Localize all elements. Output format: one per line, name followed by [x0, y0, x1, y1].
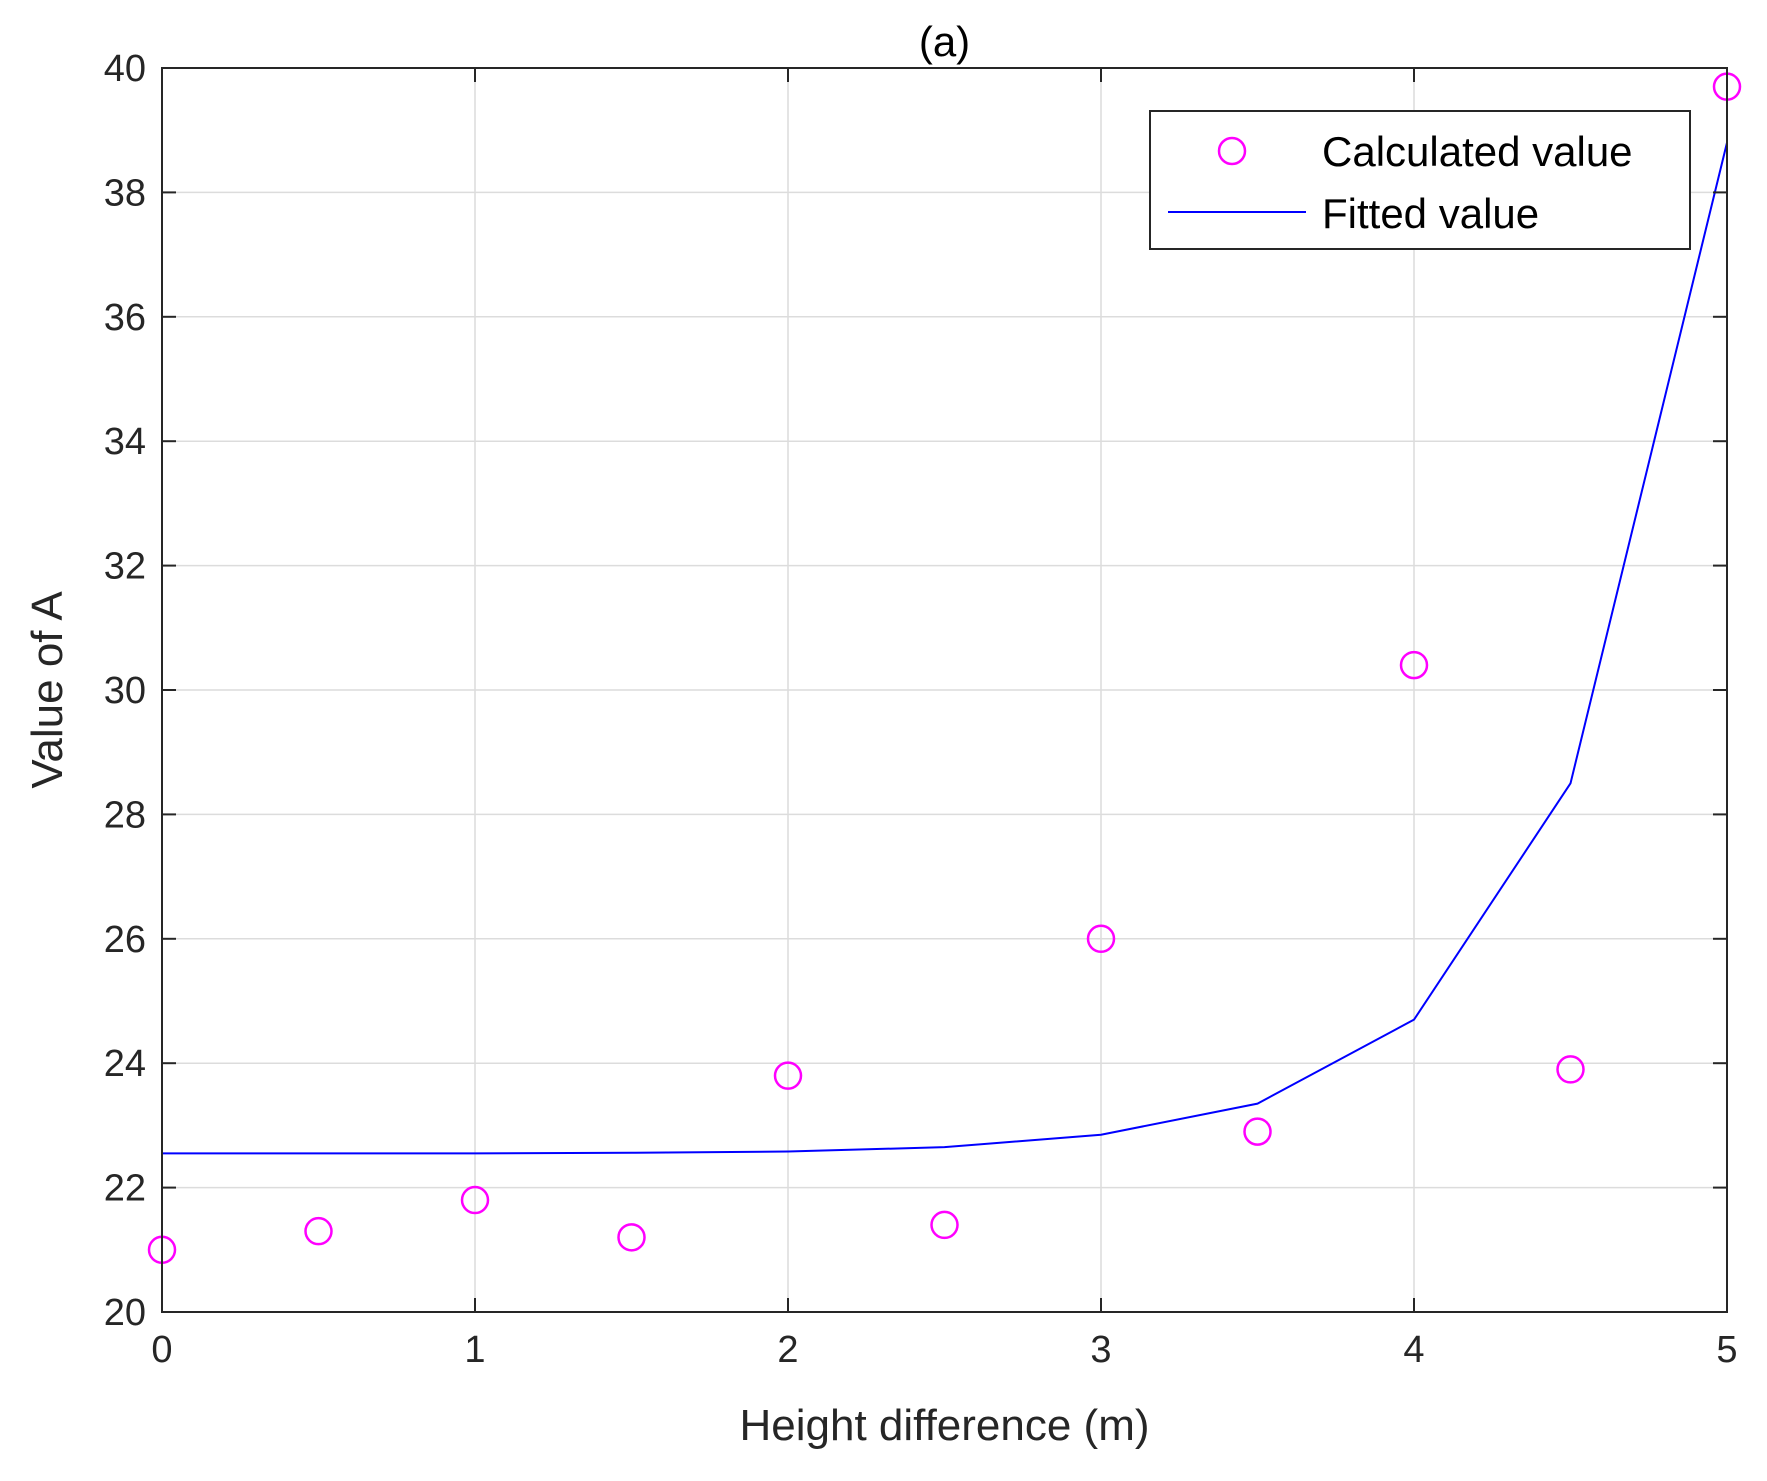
- data-point: [460, 1185, 490, 1215]
- legend-marker-calculated: [1217, 136, 1247, 166]
- calculated-series: [147, 72, 1742, 1265]
- x-tick-label: 2: [777, 1329, 798, 1371]
- y-tick-label: 30: [104, 670, 146, 712]
- y-tick-label: 34: [104, 421, 146, 463]
- data-point: [304, 1216, 333, 1246]
- x-tick-label: 5: [1716, 1329, 1737, 1371]
- y-tick-label: 20: [104, 1292, 146, 1334]
- y-tick-label: 38: [104, 172, 146, 214]
- x-tick-label: 1: [464, 1329, 485, 1371]
- data-point: [930, 1210, 959, 1240]
- y-tick-label: 40: [104, 48, 146, 90]
- y-tick-label: 28: [104, 794, 146, 836]
- fitted-line: [162, 142, 1728, 1155]
- legend-label-calculated: Calculated value: [1322, 128, 1633, 175]
- y-tick-label: 32: [104, 546, 146, 588]
- x-axis-label: Height difference (m): [739, 1401, 1149, 1450]
- data-point: [617, 1223, 646, 1252]
- fitted-series: [162, 142, 1728, 1155]
- y-axis-ticks: 20 22 24 26 28 30 32 34 36 38 40: [104, 48, 1727, 1334]
- data-point: [1556, 1055, 1585, 1084]
- legend-box: [1149, 110, 1691, 250]
- y-axis-label: Value of A: [23, 591, 72, 789]
- data-point: [1399, 650, 1429, 680]
- chart-title: (a): [919, 18, 970, 65]
- legend: Calculated value Fitted value: [1149, 110, 1691, 250]
- data-point: [1086, 924, 1116, 954]
- data-point: [1243, 1117, 1272, 1146]
- y-tick-label: 36: [104, 297, 146, 339]
- x-tick-label: 0: [151, 1329, 172, 1371]
- x-tick-label: 4: [1403, 1329, 1424, 1371]
- x-tick-label: 3: [1090, 1329, 1111, 1371]
- y-tick-label: 22: [104, 1168, 146, 1210]
- y-tick-label: 24: [104, 1043, 146, 1085]
- legend-label-fitted: Fitted value: [1322, 190, 1539, 237]
- data-point: [773, 1061, 803, 1090]
- x-axis-ticks: 0 1 2 3 4 5: [151, 68, 1738, 1371]
- y-tick-label: 26: [104, 919, 146, 961]
